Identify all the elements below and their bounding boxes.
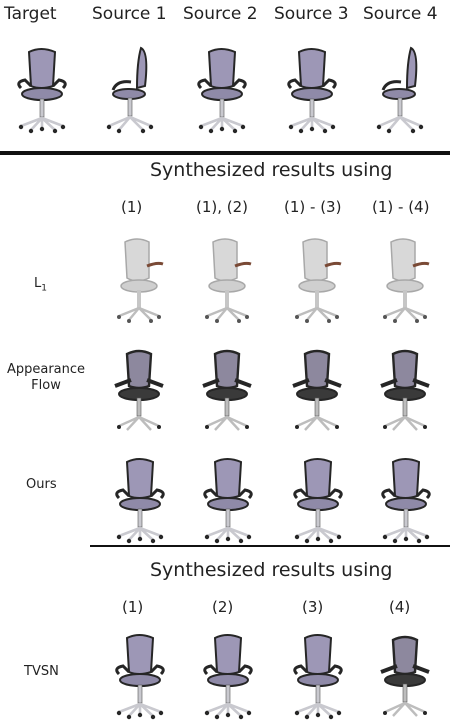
section1-col-2: (1), (2) — [196, 200, 248, 215]
af-result-4 — [364, 342, 446, 437]
tvsn-result-2 — [186, 628, 268, 723]
ours-result-4 — [364, 452, 446, 547]
header-source-1: Source 1 — [92, 6, 167, 23]
section2-col-2: (2) — [212, 600, 233, 615]
l1-result-2 — [186, 232, 268, 327]
tvsn-result-3 — [276, 628, 358, 723]
af-result-2 — [186, 342, 268, 437]
section2-title: Synthesized results using — [150, 561, 392, 580]
header-source-4: Source 4 — [363, 6, 438, 23]
source-1-chair-image — [90, 42, 172, 137]
source-4-chair-image — [360, 42, 442, 137]
row-label-ours: Ours — [26, 477, 57, 493]
section1-col-4: (1) - (4) — [372, 200, 429, 215]
l1-result-4 — [364, 232, 446, 327]
ours-result-1 — [98, 452, 180, 547]
row-label-appearance-flow: Appearance Flow — [4, 362, 88, 395]
row-label-l1: L1 — [34, 276, 47, 295]
ours-result-2 — [186, 452, 268, 547]
source-3-chair-image — [270, 42, 352, 137]
af-result-3 — [276, 342, 358, 437]
header-source-3: Source 3 — [274, 6, 349, 23]
tvsn-result-1 — [98, 628, 180, 723]
af-result-1 — [98, 342, 180, 437]
target-chair-image — [0, 42, 82, 137]
ours-result-3 — [276, 452, 358, 547]
section1-title: Synthesized results using — [150, 161, 392, 180]
row-label-l1-subscript: 1 — [41, 284, 47, 294]
tvsn-result-4 — [364, 628, 446, 723]
l1-result-1 — [98, 232, 180, 327]
row-label-af-line1: Appearance — [4, 362, 88, 378]
section-divider-thin — [90, 545, 450, 547]
row-label-af-line2: Flow — [4, 378, 88, 394]
section1-col-1: (1) — [121, 200, 142, 215]
section1-col-3: (1) - (3) — [284, 200, 341, 215]
section2-col-4: (4) — [389, 600, 410, 615]
section2-col-1: (1) — [122, 600, 143, 615]
l1-result-3 — [276, 232, 358, 327]
row-label-tvsn: TVSN — [24, 664, 59, 680]
header-target: Target — [4, 6, 57, 23]
header-source-2: Source 2 — [183, 6, 258, 23]
section-divider-thick — [0, 151, 450, 155]
section2-col-3: (3) — [302, 600, 323, 615]
source-2-chair-image — [180, 42, 262, 137]
